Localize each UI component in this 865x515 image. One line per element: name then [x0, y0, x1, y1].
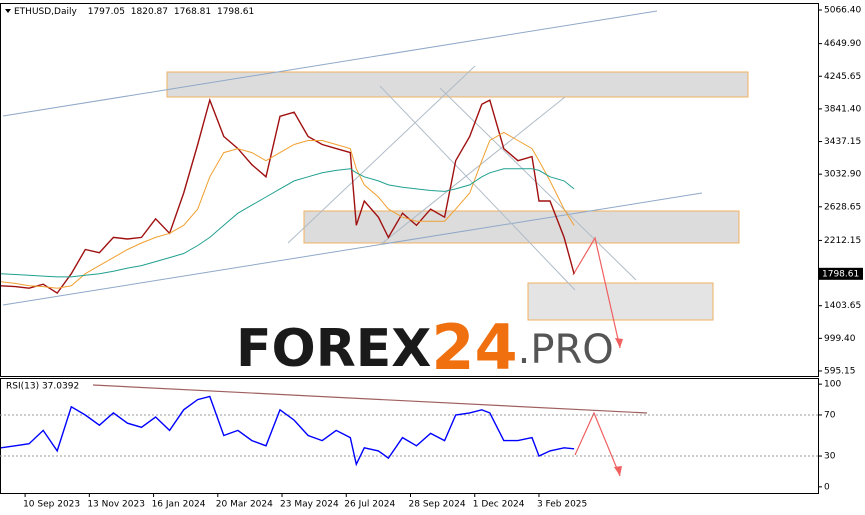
pattern-line	[287, 65, 476, 244]
series-line	[0, 131, 575, 289]
rsi-forecast-arrow	[574, 411, 621, 477]
pattern-line	[439, 87, 637, 281]
y-tick-label: 70	[824, 410, 836, 420]
y-tick-label: 2212.15	[824, 236, 861, 246]
symbol: ETHUSD,Daily	[14, 7, 77, 17]
close: 1798.61	[217, 7, 254, 17]
zone	[166, 71, 749, 98]
x-tick-label: 1 Dec 2024	[473, 500, 525, 510]
rsi-label: RSI(13) 37.0392	[6, 382, 79, 392]
x-tick-label: 13 Nov 2023	[87, 500, 145, 510]
low: 1768.81	[174, 7, 211, 17]
y-tick-label: 30	[824, 452, 836, 462]
watermark: FOREX24.PRO	[236, 311, 614, 384]
pattern-line	[379, 85, 576, 291]
x-tick-label: 3 Feb 2025	[537, 500, 587, 510]
zone	[303, 210, 740, 244]
last-price-label: 1798.61	[822, 269, 859, 279]
rsi-trendline	[92, 384, 648, 414]
x-tick-label: 10 Sep 2023	[23, 500, 80, 510]
y-tick-label: 3841.40	[824, 104, 861, 114]
header: ETHUSD,Daily 1797.05 1820.87 1768.81 179…	[14, 7, 254, 17]
x-tick-label: 26 Jul 2024	[344, 500, 395, 510]
series-line	[0, 395, 575, 467]
forecast-arrow	[572, 236, 621, 349]
y-tick-label: 3032.90	[824, 170, 861, 180]
last-price-box	[819, 267, 863, 280]
header-icon	[5, 9, 11, 13]
y-tick-label: 100	[824, 380, 841, 390]
channel-line	[2, 10, 658, 117]
rsi-panel	[0, 378, 819, 494]
y-tick-label: 2628.65	[824, 202, 861, 212]
open: 1797.05	[88, 7, 125, 17]
y-tick-label: 5066.40	[824, 5, 861, 15]
series-line	[0, 97, 575, 295]
y-tick-label: 4245.65	[824, 72, 861, 82]
zone	[527, 282, 714, 321]
y-tick-label: 4649.90	[824, 39, 861, 49]
x-tick-label: 28 Sep 2024	[409, 500, 466, 510]
y-tick-label: 999.40	[824, 334, 856, 344]
watermark-part: FOREX	[236, 319, 431, 379]
channel-line	[2, 192, 703, 306]
arrow-head	[614, 466, 622, 476]
x-tick-label: 23 May 2024	[280, 500, 339, 510]
high: 1820.87	[131, 7, 168, 17]
y-tick-label: 0	[824, 482, 830, 492]
x-tick-label: 20 Mar 2024	[216, 500, 273, 510]
series-line	[0, 168, 575, 278]
arrow-head	[615, 338, 623, 348]
x-tick-label: 16 Jan 2024	[152, 500, 206, 510]
y-tick-label: 1403.65	[824, 301, 861, 311]
watermark-part: .PRO	[518, 327, 614, 373]
y-tick-label: 3437.15	[824, 137, 861, 147]
y-tick-label: 595.15	[824, 366, 856, 376]
watermark-part: 24	[431, 311, 517, 384]
